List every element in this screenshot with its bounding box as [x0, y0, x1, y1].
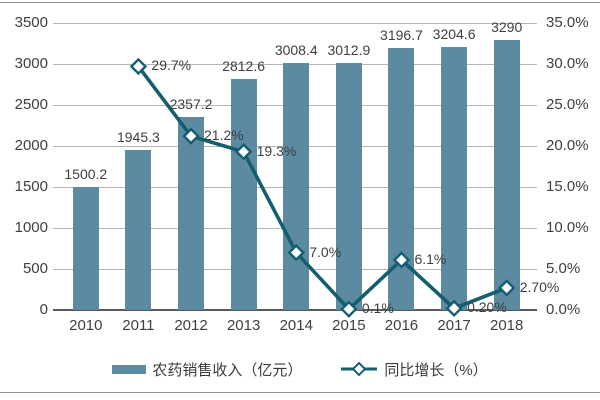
revenue-bar — [441, 47, 468, 310]
legend-bar-label: 农药销售收入（亿元） — [152, 361, 303, 379]
y-axis-left-tick-label: 2500 — [14, 96, 48, 113]
bar-value-label: 3290 — [491, 19, 523, 36]
x-axis-tick-label: 2011 — [122, 317, 155, 334]
growth-line-diamond-marker — [129, 57, 148, 76]
growth-point-label: 21.2% — [204, 127, 244, 144]
y-axis-left-tick-label: 2000 — [14, 137, 48, 154]
bar-value-label: 3008.4 — [274, 42, 318, 59]
x-axis-tick-label: 2012 — [174, 317, 208, 334]
y-axis-left-tick-label: 3000 — [14, 55, 48, 72]
revenue-bar — [72, 186, 99, 310]
legend-line-label: 同比增长（%） — [384, 361, 488, 379]
x-axis-tick-label: 2015 — [332, 317, 366, 334]
revenue-bar — [283, 63, 310, 310]
x-axis-tick-label: 2018 — [490, 317, 524, 334]
bar-value-label: 3012.9 — [327, 41, 371, 58]
revenue-bar — [178, 116, 205, 310]
bottom-divider — [0, 392, 600, 393]
y-axis-right-tick-label: 20.0% — [546, 137, 589, 154]
legend-entry-revenue: 农药销售收入（亿元） — [112, 359, 302, 380]
growth-point-label: 7.0% — [309, 243, 342, 260]
y-axis-right-tick-label: 10.0% — [546, 219, 589, 236]
x-axis-tick-label: 2016 — [384, 317, 419, 334]
legend-entry-growth: 同比增长（%） — [340, 359, 488, 380]
x-axis-tick-label: 2010 — [69, 317, 103, 334]
bar-value-label: 3204.6 — [432, 26, 476, 43]
bar-value-label: 2357.2 — [169, 95, 213, 112]
y-axis-left-tick-label: 1000 — [14, 219, 48, 236]
legend-bar-swatch-icon — [112, 364, 147, 374]
growth-point-label: 0.1% — [361, 300, 394, 317]
y-axis-right-tick-label: 0.0% — [546, 301, 581, 318]
revenue-bar — [493, 40, 520, 310]
y-axis-left-tick-label: 1500 — [14, 178, 48, 195]
growth-point-label: 29.7% — [151, 57, 192, 74]
growth-point-label: 0.20% — [467, 299, 507, 316]
y-axis-left-tick-label: 3500 — [14, 14, 48, 31]
legend: 农药销售收入（亿元） 同比增长（%） — [0, 358, 600, 380]
growth-point-label: 6.1% — [414, 250, 447, 267]
y-axis-left-tick-label: 0 — [39, 301, 48, 318]
growth-point-label: 2.70% — [519, 278, 560, 295]
growth-point-label: 19.3% — [256, 142, 297, 159]
revenue-bar — [335, 62, 362, 310]
legend-line-diamond-icon — [341, 361, 378, 377]
gridline — [53, 22, 537, 24]
y-axis-right-tick-label: 35.0% — [546, 14, 589, 31]
bar-value-label: 3196.7 — [380, 26, 423, 43]
x-axis-tick-label: 2013 — [226, 317, 261, 334]
y-axis-right-tick-label: 5.0% — [546, 260, 581, 277]
bar-value-label: 1500.2 — [64, 165, 108, 182]
bar-value-label: 2812.6 — [222, 58, 266, 75]
y-axis-right-tick-label: 15.0% — [546, 178, 589, 195]
revenue-bar — [388, 47, 415, 310]
revenue-bar — [125, 150, 152, 310]
y-axis-right-tick-label: 30.0% — [546, 55, 589, 72]
y-axis-left-tick-label: 500 — [22, 260, 48, 277]
x-axis-tick-label: 2017 — [437, 317, 471, 334]
x-axis-tick-label: 2014 — [279, 317, 313, 334]
revenue-bar — [230, 79, 257, 310]
top-divider — [0, 2, 600, 3]
y-axis-right-tick-label: 25.0% — [546, 96, 589, 113]
bar-value-label: 1945.3 — [116, 129, 160, 146]
